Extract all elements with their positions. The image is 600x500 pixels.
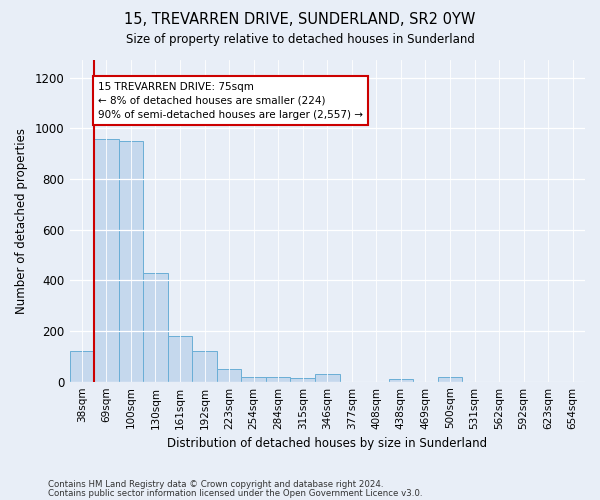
Bar (143, 273, 168, 382)
Bar (290, 378, 315, 382)
Y-axis label: Number of detached properties: Number of detached properties (15, 128, 28, 314)
Bar (70, 352, 94, 382)
Text: Contains HM Land Registry data © Crown copyright and database right 2024.: Contains HM Land Registry data © Crown c… (48, 480, 383, 489)
Bar (168, 336, 192, 382)
Bar (217, 369, 241, 382)
Bar (192, 352, 217, 382)
Text: Size of property relative to detached houses in Sunderland: Size of property relative to detached ho… (125, 32, 475, 46)
Bar (119, 141, 143, 382)
Text: Contains public sector information licensed under the Open Government Licence v3: Contains public sector information licen… (48, 489, 422, 498)
Bar (241, 376, 266, 382)
Bar (266, 376, 290, 382)
Bar (438, 376, 462, 382)
Text: 15, TREVARREN DRIVE, SUNDERLAND, SR2 0YW: 15, TREVARREN DRIVE, SUNDERLAND, SR2 0YW (124, 12, 476, 28)
Bar (389, 379, 413, 382)
Bar (94, 138, 119, 382)
Bar (315, 374, 340, 382)
X-axis label: Distribution of detached houses by size in Sunderland: Distribution of detached houses by size … (167, 437, 487, 450)
Text: 15 TREVARREN DRIVE: 75sqm
← 8% of detached houses are smaller (224)
90% of semi-: 15 TREVARREN DRIVE: 75sqm ← 8% of detach… (98, 82, 363, 120)
